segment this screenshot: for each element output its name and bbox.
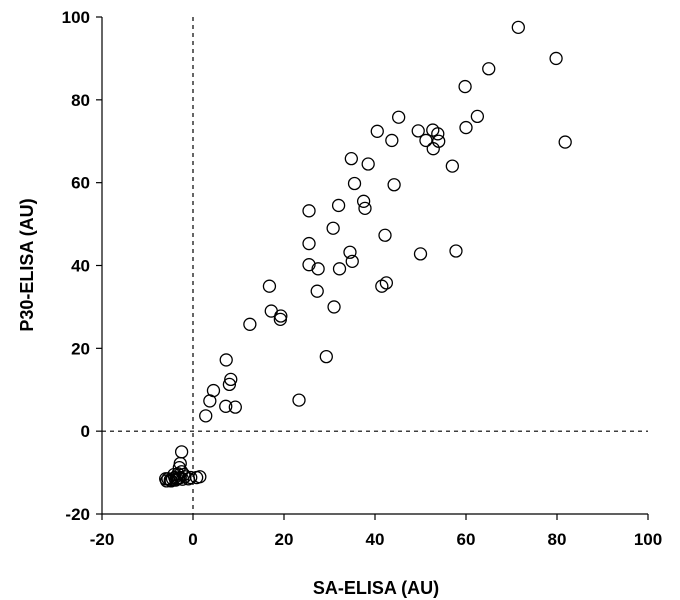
reference-lines [102,17,648,514]
data-point [392,110,406,124]
y-tick-label: 0 [81,422,90,441]
data-point [445,159,460,173]
data-point [449,244,463,258]
data-point [470,109,485,124]
x-tick-label: 60 [457,530,476,549]
data-point [379,276,394,290]
data-point [426,142,440,156]
data-point [331,198,346,213]
x-axis-ticks: -20 0 20 40 60 80 100 [90,514,662,549]
data-point [419,133,433,148]
x-tick-label: -20 [90,530,115,549]
data-point [558,135,572,149]
data-point [375,279,389,293]
data-point [459,120,473,135]
data-point [385,133,399,148]
data-point [378,228,392,242]
data-point [243,317,257,331]
y-axis-ticks: -20 0 20 40 60 80 100 [62,8,102,524]
data-point [169,473,183,487]
data-point [219,399,233,413]
data-point [159,472,173,486]
data-point [174,445,189,459]
data-point [199,409,213,423]
data-points [159,20,572,488]
axes [101,17,648,515]
data-point [189,470,204,485]
y-tick-label: 60 [71,174,90,193]
data-point [549,51,563,66]
data-point [411,124,425,138]
data-point [326,221,340,235]
data-point [413,247,428,261]
data-point [358,201,372,215]
y-tick-label: -20 [65,505,90,524]
data-point [311,262,325,276]
data-point [327,300,341,314]
data-point [356,194,371,208]
x-tick-label: 0 [188,530,197,549]
data-point [332,262,347,276]
data-point [431,127,445,141]
y-tick-label: 20 [71,339,90,358]
data-point [343,245,357,259]
data-point [387,178,401,192]
y-tick-label: 80 [71,91,90,110]
data-point [361,157,375,171]
data-point [222,377,237,392]
y-axis-title: P30-ELISA (AU) [17,198,37,331]
data-point [273,312,288,326]
data-point [262,279,277,293]
data-point [345,254,359,269]
data-point [319,349,333,364]
data-point [292,393,306,407]
data-point [228,400,242,414]
data-point [302,236,316,251]
data-point [458,79,472,94]
data-point [203,394,217,408]
data-point [224,372,238,387]
data-point [347,176,362,191]
data-point [302,204,316,218]
data-point [302,258,316,272]
data-point [310,284,324,298]
x-axis-title: SA-ELISA (AU) [313,578,439,598]
x-tick-label: 100 [634,530,662,549]
y-tick-label: 100 [62,8,90,27]
x-tick-label: 20 [275,530,294,549]
x-tick-label: 40 [366,530,385,549]
data-point [175,472,190,486]
data-point [370,124,384,138]
data-point [511,20,525,35]
y-tick-label: 40 [71,257,90,276]
data-point [219,353,233,367]
data-point [482,62,496,76]
data-point [344,151,358,166]
x-tick-label: 80 [548,530,567,549]
